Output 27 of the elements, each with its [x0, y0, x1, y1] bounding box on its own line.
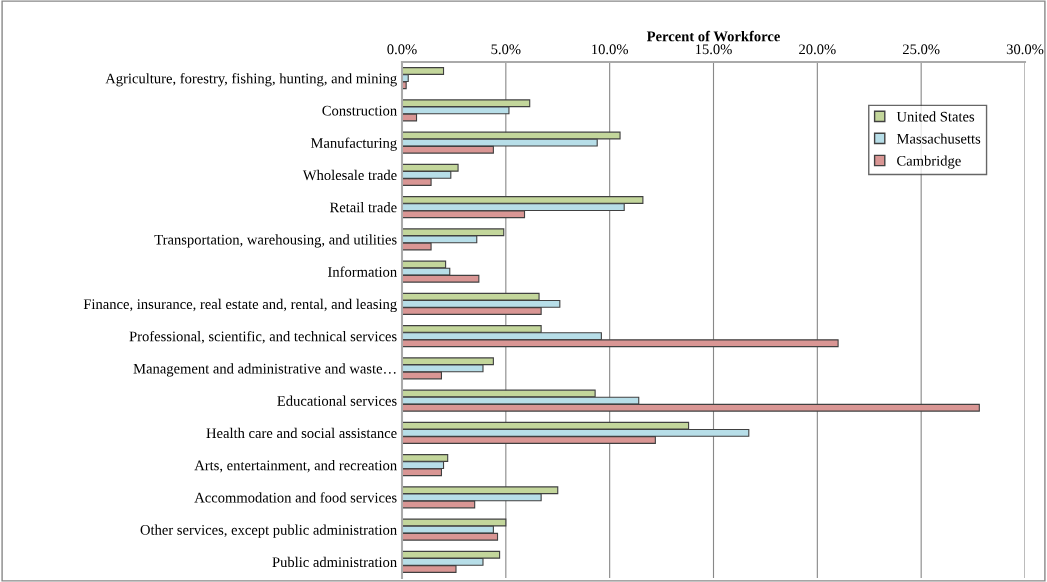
y-tick-label: Construction — [322, 105, 397, 116]
y-tick-label: Agriculture, forestry, fishing, hunting, and mining — [105, 72, 397, 87]
y-tick-label: Finance, insurance, real estate and, rental, and leasing — [83, 298, 397, 313]
x-tick-label: 30.0% — [1006, 44, 1044, 55]
y-tick-label: Educational services — [277, 395, 397, 406]
x-tick-label: 20.0% — [799, 44, 836, 55]
x-tick-label: 5.0% — [491, 44, 521, 55]
y-tick-label: Retail trade — [329, 202, 397, 213]
y-tick-label: Wholesale trade — [302, 169, 397, 181]
y-tick-label: Information — [328, 266, 397, 277]
y-tick-label: Management and administrative and waste… — [133, 363, 396, 377]
x-axis-title: Percent of Workforce — [646, 30, 780, 42]
y-tick-label: Manufacturing — [310, 137, 397, 151]
legend-label: United States — [896, 111, 975, 122]
x-tick-label: 25.0% — [902, 44, 940, 55]
legend-label: Massachusetts — [896, 133, 981, 144]
x-tick-label: 10.0% — [592, 44, 628, 55]
legend-label: Cambridge — [897, 155, 961, 169]
y-tick-label: Accommodation and food services — [194, 492, 397, 503]
y-tick-label: Transportation, warehousing, and utilities — [154, 234, 397, 248]
y-tick-label: Public administration — [272, 556, 397, 568]
y-tick-label: Professional, scientific, and technical services — [129, 330, 397, 344]
y-tick-label: Health care and social assistance — [206, 427, 397, 439]
x-tick-label: 0.0% — [387, 44, 417, 55]
x-tick-label: 15.0% — [695, 44, 732, 55]
y-tick-label: Other services, except public administration — [140, 524, 397, 538]
y-tick-label: Arts, entertainment, and recreation — [194, 460, 397, 473]
